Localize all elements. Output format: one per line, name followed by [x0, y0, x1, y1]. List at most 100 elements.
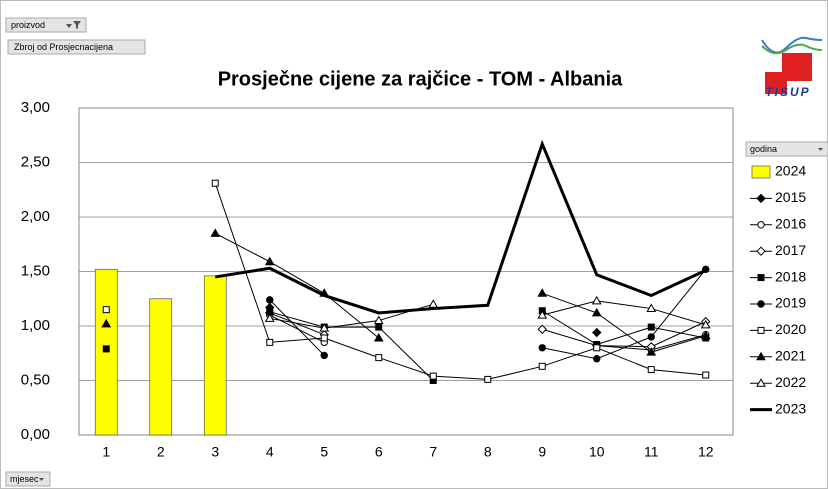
- logo-text: TISUP: [765, 85, 810, 99]
- chart-title: Prosječne cijene za rajčice - TOM - Alba…: [218, 68, 623, 90]
- marker: [756, 246, 766, 256]
- marker: [320, 351, 328, 360]
- series-line: [215, 232, 706, 353]
- marker: [702, 371, 710, 379]
- y-tick-label: 2,50: [21, 153, 50, 170]
- legend-field-label: godina: [750, 144, 777, 154]
- legend-label: 2024: [775, 163, 806, 179]
- measure-label: Zbroj od Prosjecnacijena: [14, 42, 113, 52]
- marker: [757, 221, 765, 229]
- legend-label: 2020: [775, 321, 806, 337]
- marker: [538, 344, 546, 352]
- dropdown-icon: [818, 148, 823, 151]
- logo-curve: [761, 43, 823, 55]
- x-tick-label: 11: [644, 444, 659, 460]
- x-tick-label: 7: [429, 444, 437, 460]
- legend-label: 2018: [775, 268, 806, 284]
- legend-label: 2023: [775, 400, 806, 416]
- marker: [264, 313, 275, 322]
- axis-field-label: mjesec: [10, 474, 39, 484]
- axis-field-button[interactable]: [5, 471, 51, 487]
- marker: [756, 351, 766, 361]
- marker: [538, 362, 546, 370]
- marker: [102, 306, 110, 314]
- x-tick-label: 8: [484, 444, 492, 460]
- marker: [592, 327, 602, 338]
- x-tick-label: 4: [266, 444, 274, 460]
- y-tick-label: 0,00: [21, 426, 50, 443]
- marker: [375, 323, 383, 331]
- series-line: [269, 312, 706, 348]
- marker: [484, 375, 492, 383]
- x-tick-label: 5: [320, 444, 328, 460]
- legend-label: 2021: [775, 348, 806, 364]
- marker: [757, 300, 765, 308]
- measure-button[interactable]: [7, 39, 146, 55]
- marker: [537, 288, 548, 297]
- marker: [593, 344, 601, 352]
- logo-square: [765, 72, 787, 94]
- marker: [647, 366, 655, 374]
- marker: [320, 334, 328, 342]
- marker: [429, 372, 437, 380]
- marker: [373, 315, 384, 325]
- legend-label: 2015: [775, 189, 806, 205]
- series-line: [269, 310, 706, 381]
- series-line: [269, 269, 707, 360]
- bar: [149, 298, 173, 436]
- marker: [264, 256, 275, 266]
- filter-icon: [66, 21, 81, 29]
- marker: [647, 323, 655, 331]
- marker: [700, 330, 711, 340]
- x-tick-label: 9: [538, 444, 546, 460]
- marker: [266, 296, 274, 304]
- marker: [646, 347, 657, 356]
- marker: [266, 338, 274, 346]
- x-tick-label: 6: [375, 444, 383, 460]
- y-tick-label: 1,00: [21, 317, 50, 334]
- legend-label: 2022: [775, 374, 806, 390]
- y-tick-label: 3,00: [21, 99, 50, 116]
- marker: [319, 323, 330, 332]
- marker: [211, 179, 219, 187]
- logo: TISUP: [761, 36, 823, 99]
- plot: 0,000,501,001,502,002,503,001 2 3 4 5 6 7 8 9 10 1…: [21, 99, 807, 460]
- marker: [757, 274, 765, 282]
- marker: [537, 324, 547, 334]
- dropdown-icon: [39, 478, 44, 481]
- marker: [102, 345, 110, 353]
- filter-label: proizvod: [11, 20, 45, 30]
- marker: [101, 318, 112, 328]
- x-tick-label: 1: [102, 444, 110, 460]
- series-line: [215, 139, 707, 315]
- bar: [203, 275, 227, 436]
- legend-swatch: [751, 165, 771, 179]
- marker: [756, 193, 766, 204]
- x-tick-label: 3: [211, 444, 219, 460]
- marker: [647, 333, 655, 341]
- legend-label: 2019: [775, 295, 806, 311]
- series-line: [214, 183, 706, 380]
- marker: [537, 310, 548, 319]
- plot-border: [78, 107, 734, 436]
- marker: [373, 332, 384, 342]
- x-tick-label: 12: [698, 444, 714, 460]
- y-tick-label: 0,50: [21, 371, 50, 388]
- marker: [700, 319, 711, 329]
- marker: [591, 307, 602, 317]
- legend-label: 2016: [775, 216, 806, 232]
- marker: [646, 303, 657, 313]
- product-filter[interactable]: proizvod: [5, 17, 87, 33]
- legend-label: 2017: [775, 242, 806, 258]
- filter-button[interactable]: [5, 17, 87, 33]
- marker: [210, 228, 221, 237]
- legend-field-button[interactable]: [745, 141, 828, 157]
- x-tick-label: 2: [157, 444, 165, 460]
- marker: [593, 355, 601, 363]
- series-line: [269, 300, 706, 329]
- y-tick-label: 2,00: [21, 208, 50, 225]
- marker: [591, 295, 602, 305]
- marker: [756, 378, 766, 387]
